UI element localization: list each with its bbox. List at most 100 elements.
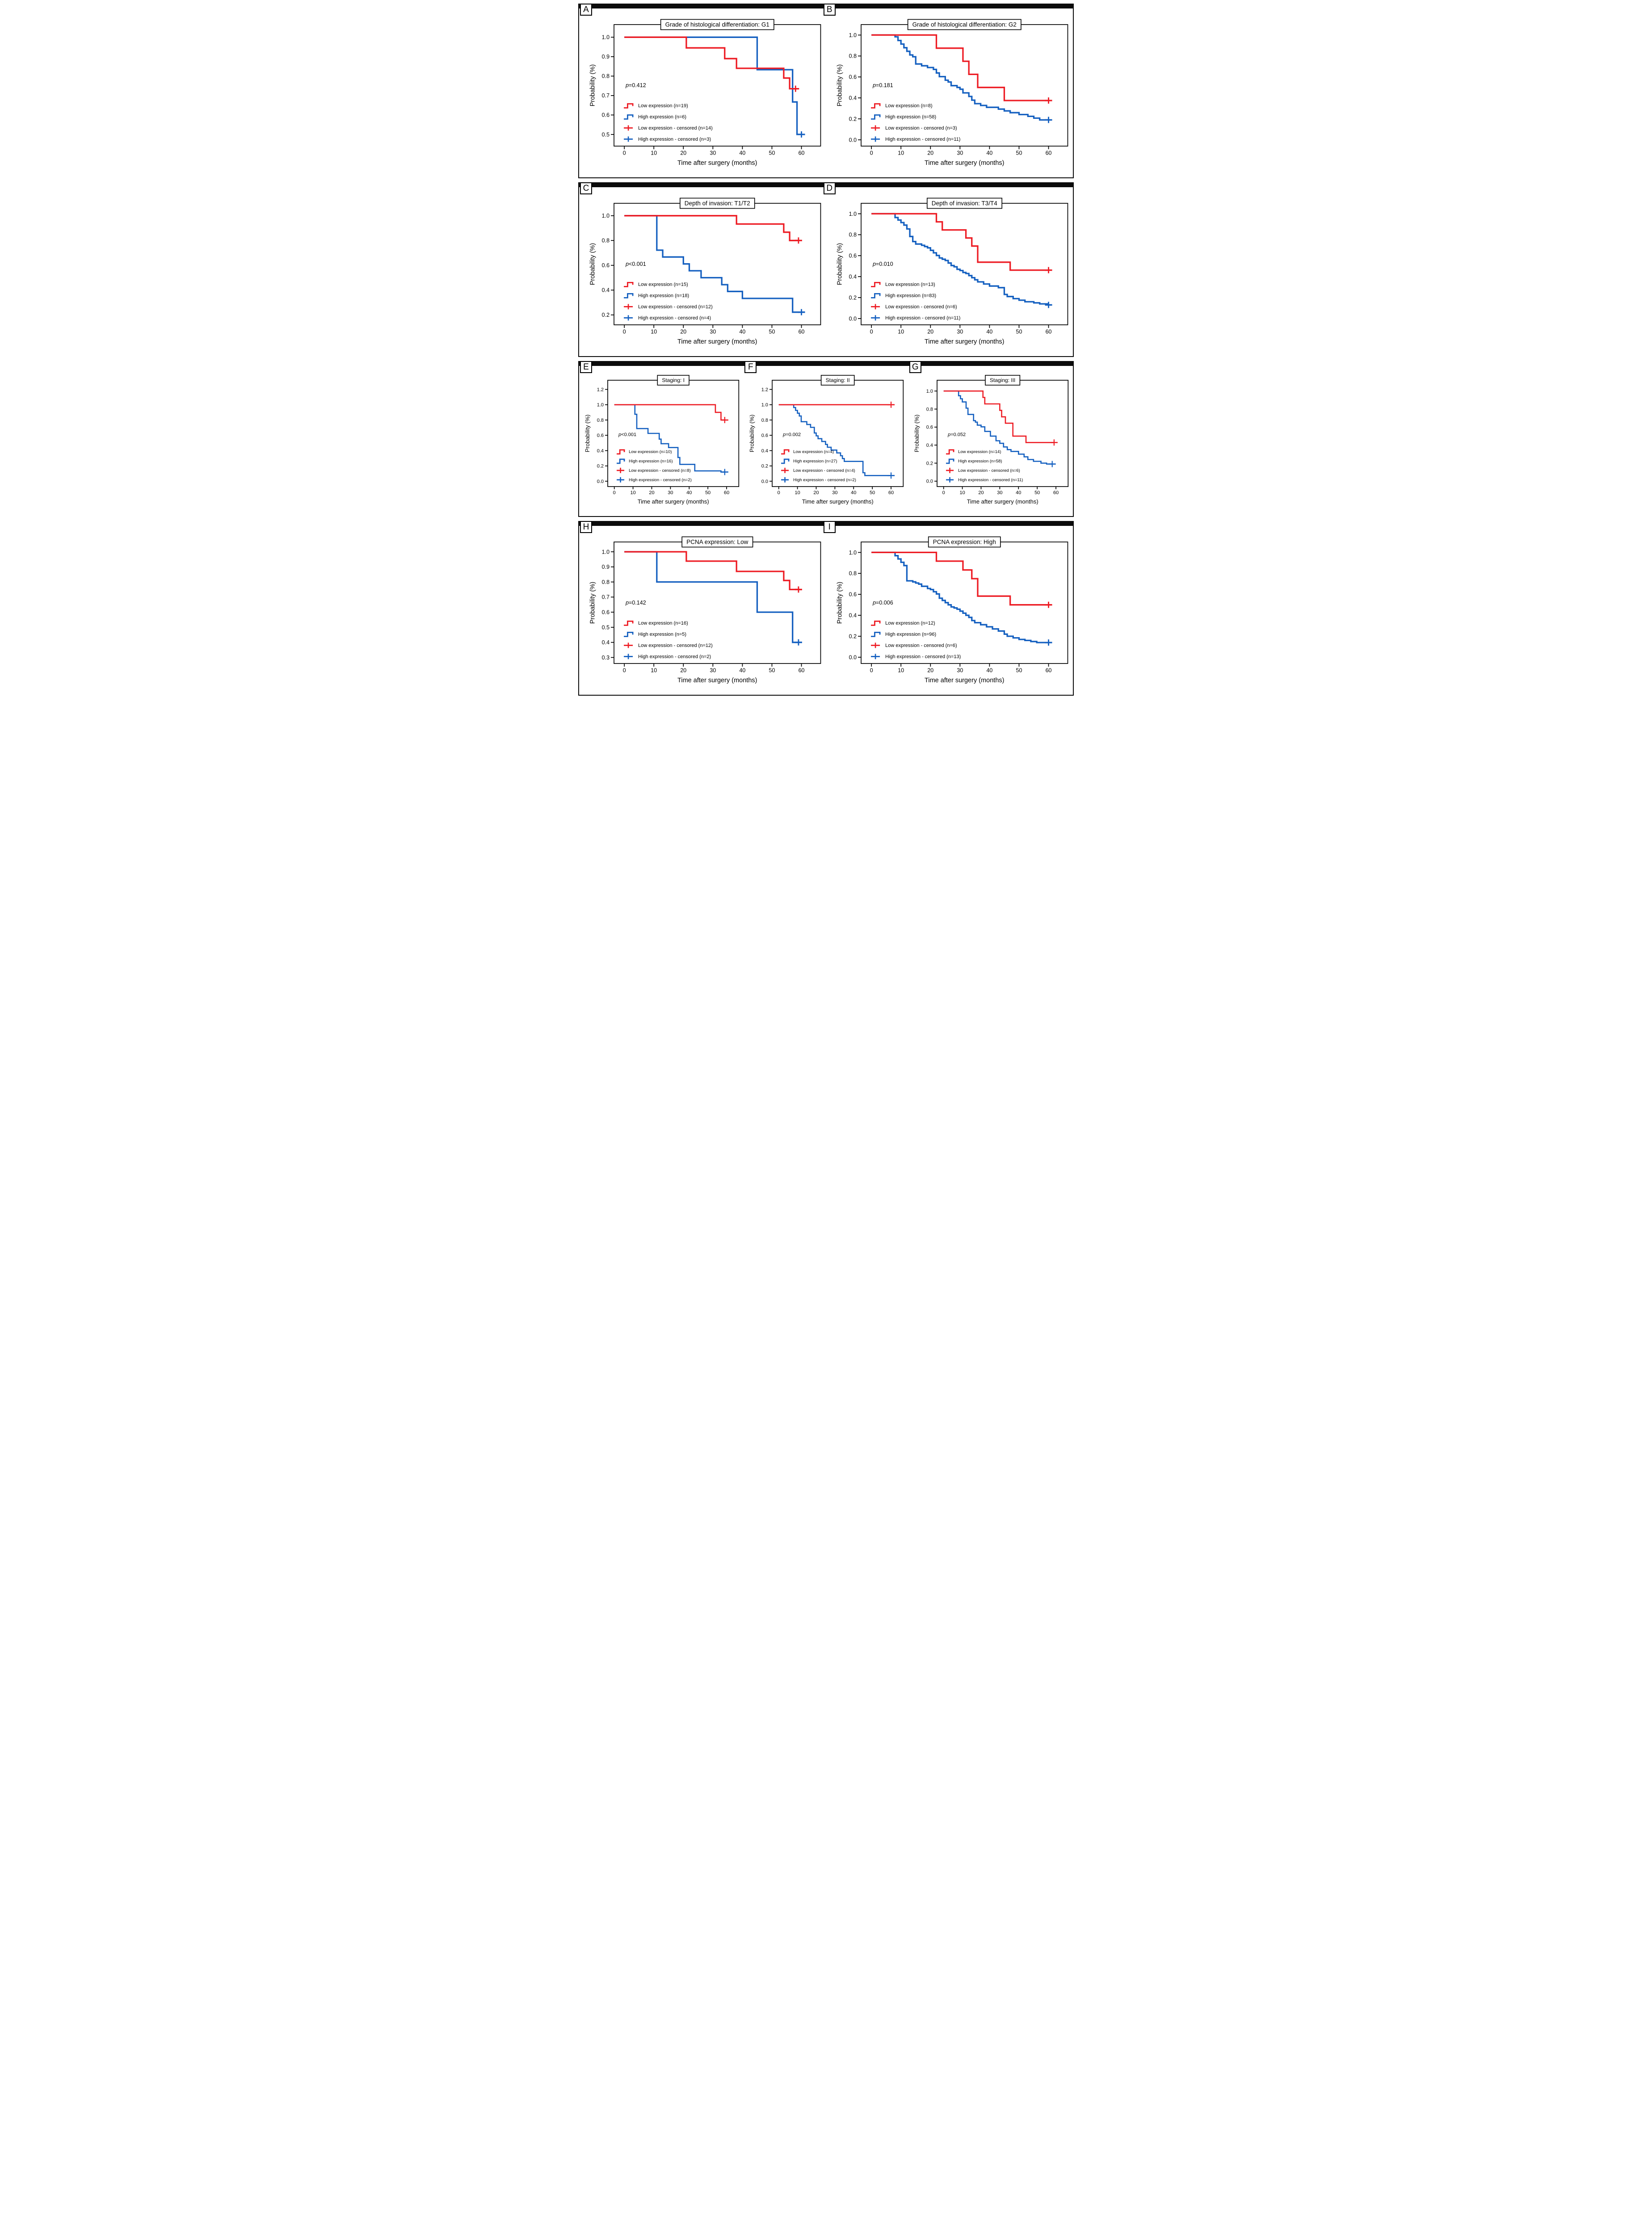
y-axis-label: Probability (%) — [589, 582, 597, 624]
legend-label: Low expression (n=16) — [638, 621, 688, 626]
x-tick-label: 60 — [799, 329, 805, 335]
legend-label: Low expression (n=19) — [638, 103, 688, 109]
y-axis-label: Probability (%) — [836, 243, 843, 285]
x-tick-label: 40 — [986, 150, 992, 156]
legend-label: Low expression - censored (n=6) — [885, 643, 957, 648]
p-italic: p — [625, 82, 629, 88]
legend-label: Low expression (n=15) — [638, 282, 688, 287]
x-tick-label: 0 — [623, 150, 626, 156]
x-tick-label: 40 — [851, 490, 856, 496]
legend-label: High expression - censored (n=2) — [793, 478, 856, 483]
y-tick-label: 0.6 — [602, 609, 610, 615]
x-tick-label: 50 — [1034, 490, 1040, 496]
x-axis-label: Time after surgery (months) — [638, 498, 709, 505]
y-tick-label: 1.0 — [849, 211, 856, 217]
x-tick-label: 0 — [623, 329, 626, 335]
x-tick-label: 0 — [942, 490, 945, 496]
legend-step-icon-high — [870, 114, 881, 120]
km-plot-F: 0 10 20 30 40 50 60 1.2 1.0 0.8 0.6 0.4 0.2 0.0 Time a… — [748, 375, 904, 505]
panel-letter-E: E — [580, 361, 592, 373]
legend-step-icon-low — [624, 103, 634, 109]
x-tick-label: 20 — [978, 490, 984, 496]
y-tick-label: 0.8 — [597, 418, 604, 423]
x-tick-label: 20 — [814, 490, 819, 496]
y-tick-label: 0.0 — [761, 479, 768, 484]
x-tick-label: 30 — [957, 668, 963, 674]
y-tick-label: 0.5 — [602, 624, 610, 630]
y-tick-label: 0.3 — [602, 655, 610, 661]
panel-letter-F: F — [744, 361, 757, 373]
x-tick-label: 20 — [680, 329, 686, 335]
p-italic: p — [625, 261, 629, 267]
y-tick-label: 0.0 — [849, 137, 856, 143]
legend-step-icon-high — [624, 293, 634, 298]
panel-F: 0 10 20 30 40 50 60 1.2 1.0 0.8 0.6 0.4 0.2 0.0 Time a… — [744, 366, 908, 516]
y-tick-label: 0.8 — [761, 418, 768, 423]
x-tick-label: 30 — [710, 329, 716, 335]
x-tick-label: 60 — [799, 668, 805, 674]
legend-label: High expression (n=83) — [885, 293, 936, 298]
x-tick-label: 30 — [668, 490, 673, 496]
y-tick-label: 0.0 — [597, 479, 604, 484]
y-tick-label: 0.2 — [761, 464, 768, 469]
x-tick-label: 40 — [739, 150, 745, 156]
legend-label: Low expression - censored (n=14) — [638, 126, 713, 131]
y-tick-label: 0.6 — [597, 433, 604, 438]
y-tick-label: 0.9 — [602, 54, 610, 60]
y-tick-label: 0.4 — [602, 287, 610, 294]
x-axis-label: Time after surgery (months) — [925, 677, 1004, 684]
x-tick-label: 0 — [778, 490, 780, 496]
panel-E: 0 10 20 30 40 50 60 1.2 1.0 0.8 0.6 0.4 0.2 0.0 Time a… — [579, 366, 744, 516]
p-value-label: p=0.412 — [625, 82, 646, 88]
x-tick-label: 40 — [739, 329, 745, 335]
y-tick-label: 1.0 — [926, 389, 933, 394]
x-tick-label: 0 — [870, 329, 873, 335]
x-axis-label: Time after surgery (months) — [677, 160, 757, 167]
panel-title: Grade of histological differentiation: G… — [912, 21, 1016, 28]
panel-title: Staging: I — [662, 377, 685, 383]
legend-step-icon-high — [624, 114, 634, 120]
x-tick-label: 10 — [651, 668, 657, 674]
x-tick-label: 60 — [888, 490, 894, 496]
legend-step-icon-low — [870, 620, 881, 626]
x-tick-label: 50 — [705, 490, 710, 496]
x-axis-label: Time after surgery (months) — [967, 498, 1038, 505]
x-tick-label: 0 — [870, 150, 873, 156]
survival-curve-low — [943, 390, 1054, 443]
y-axis-label: Probability (%) — [836, 64, 843, 106]
y-tick-label: 0.8 — [926, 407, 933, 412]
panel-A: 0 10 20 30 40 50 60 1.0 0.9 0.8 0.7 0.6 0.5 Time afte… — [579, 8, 826, 177]
x-tick-label: 10 — [651, 150, 657, 156]
panel-title-box — [657, 375, 689, 386]
y-axis-label: Probability (%) — [836, 582, 843, 624]
survival-curve-high — [624, 551, 799, 643]
panel-letter-B: B — [823, 4, 836, 16]
survival-curve-high — [871, 34, 1049, 121]
y-tick-label: 1.2 — [597, 387, 604, 392]
p-value-label: p=0.006 — [872, 600, 893, 606]
x-axis-label: Time after surgery (months) — [802, 498, 874, 505]
x-tick-label: 10 — [898, 150, 904, 156]
legend-label: Low expression - censored (n=6) — [885, 304, 957, 310]
x-tick-label: 50 — [1016, 668, 1022, 674]
p-value-label: p=0.052 — [947, 432, 966, 437]
y-tick-label: 1.0 — [602, 549, 610, 555]
figure-row-1: 0 10 20 30 40 50 60 1.0 0.9 0.8 0.7 0.6 0.5 Time afte… — [578, 4, 1074, 178]
row-panels: 0 10 20 30 40 50 60 1.0 0.9 0.8 0.7 0.6 0.5 Time afte… — [579, 8, 1073, 177]
p-value-label: p=0.010 — [872, 261, 893, 267]
legend-label: Low expression - censored (n=12) — [638, 643, 713, 648]
x-tick-label: 60 — [1045, 150, 1051, 156]
legend-step-icon-low — [617, 449, 625, 455]
x-tick-label: 60 — [1053, 490, 1059, 496]
x-tick-label: 50 — [1016, 150, 1022, 156]
y-tick-label: 0.6 — [761, 433, 768, 438]
y-axis-label: Probability (%) — [913, 415, 920, 452]
legend-label: Low expression (n=8) — [885, 103, 933, 109]
x-tick-label: 40 — [686, 490, 692, 496]
legend-label: Low expression (n=4) — [793, 449, 834, 454]
survival-curve-low — [614, 404, 725, 421]
y-tick-label: 0.4 — [849, 274, 856, 280]
row-panels: 0 10 20 30 40 50 60 1.0 0.9 0.8 0.7 0.6 0.5 0.4 0.3 Tim… — [579, 526, 1073, 695]
x-tick-label: 40 — [1016, 490, 1021, 496]
panel-letter-G: G — [909, 361, 921, 373]
